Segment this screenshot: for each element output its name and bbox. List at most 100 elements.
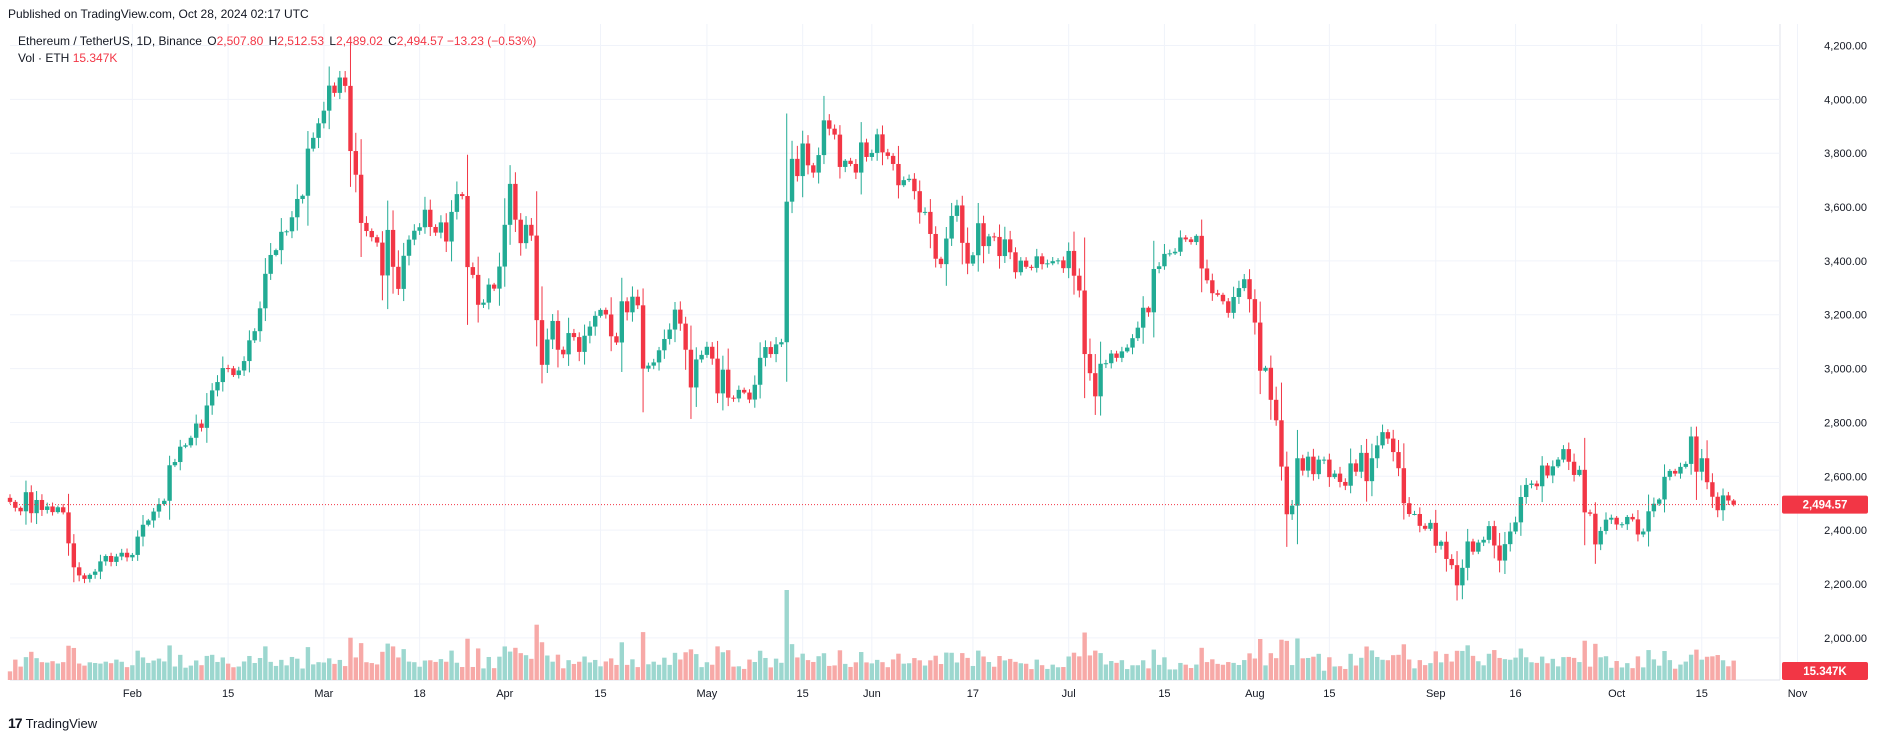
candle-body: [1657, 499, 1662, 504]
volume-bar: [1167, 669, 1172, 680]
volume-bar: [433, 661, 438, 680]
candle-body: [1199, 235, 1204, 269]
candle-body: [13, 501, 18, 508]
candle-body: [1151, 268, 1156, 313]
x-tick-label: Jun: [863, 688, 881, 700]
candle-body: [1305, 456, 1311, 471]
candle-body: [481, 302, 486, 305]
candle-body: [539, 320, 545, 365]
candle-body: [1486, 526, 1492, 540]
volume-bar: [1252, 658, 1258, 680]
volume-bar: [901, 663, 906, 680]
volume-bar: [1210, 659, 1215, 680]
volume-bar: [7, 671, 13, 680]
volume-bar: [922, 665, 928, 680]
open-label: O: [207, 34, 217, 48]
volume-bar: [1529, 662, 1534, 680]
volume-bar: [1375, 656, 1380, 680]
volume-bar: [353, 657, 358, 680]
candle-body: [545, 339, 550, 365]
x-tick-label: Mar: [314, 688, 333, 700]
candle-body: [1470, 541, 1476, 552]
candle-body: [869, 152, 875, 157]
candle-body: [1140, 307, 1146, 328]
candle-body: [710, 346, 715, 359]
volume-bar: [390, 646, 396, 680]
volume-bar: [1428, 663, 1433, 680]
volume-bar: [550, 661, 555, 680]
close-value: 2,494.57: [396, 34, 444, 48]
x-tick-label: 15: [1696, 688, 1708, 700]
candle-body: [752, 384, 757, 400]
volume-bar: [646, 664, 651, 680]
volume-bar: [1300, 658, 1305, 680]
volume-bar: [1273, 658, 1279, 680]
candle-body: [699, 354, 704, 360]
last-price-badge: [1782, 495, 1868, 514]
candle-body: [1103, 363, 1109, 365]
candle-body: [103, 555, 108, 562]
volume-bar: [1226, 662, 1231, 680]
candle-body: [901, 180, 906, 186]
volume-bar: [853, 662, 859, 680]
volume-bar: [593, 659, 598, 680]
volume-bar: [1082, 632, 1087, 680]
volume-bar: [970, 665, 976, 680]
candle-body: [1273, 399, 1279, 421]
candle-body: [178, 446, 183, 463]
candle-body: [247, 340, 252, 362]
volume-bar: [332, 663, 337, 680]
candle-body: [789, 158, 795, 202]
candle-body: [805, 143, 811, 166]
volume-bar: [1502, 659, 1508, 680]
volume-bar: [885, 667, 890, 680]
candle-body: [593, 315, 598, 327]
volume-bar: [156, 658, 162, 680]
tradingview-brand[interactable]: 17 TradingView: [8, 715, 97, 731]
candle-body: [332, 85, 337, 93]
candle-body: [1550, 466, 1555, 476]
volume-bar: [1359, 657, 1364, 680]
y-tick-label: 3,800.00: [1824, 148, 1867, 160]
candle-body: [720, 369, 726, 394]
candle-body: [279, 231, 284, 251]
candle-body: [1321, 459, 1327, 461]
candle-body: [358, 174, 364, 223]
candle-body: [1704, 458, 1710, 483]
volume-bar: [821, 653, 827, 680]
volume-bar: [172, 666, 178, 680]
candle-body: [1449, 558, 1454, 566]
candle-body: [694, 359, 699, 388]
low-label: L: [329, 34, 337, 48]
volume-bar: [635, 667, 640, 680]
x-tick-label: Jul: [1062, 688, 1076, 700]
volume-bar: [1651, 659, 1657, 680]
volume-bar: [912, 658, 917, 680]
volume-bar: [82, 665, 87, 680]
change-value: −13.23 (−0.53%): [446, 34, 537, 48]
candle-body: [651, 362, 656, 366]
candle-body: [976, 223, 981, 256]
volume-bar: [1508, 659, 1513, 680]
candle-body: [1007, 239, 1013, 253]
candle-body: [87, 574, 92, 579]
tradingview-logo-icon: 17: [8, 715, 23, 731]
volume-bar: [1332, 666, 1337, 680]
candle-body: [374, 237, 380, 243]
candle-body: [1428, 522, 1433, 529]
volume-bar: [1406, 659, 1412, 680]
candle-body: [736, 389, 742, 399]
volume-bar: [1710, 656, 1715, 680]
x-tick-label: 15: [1158, 688, 1170, 700]
candle-body: [406, 239, 412, 256]
volume-bar: [1316, 653, 1321, 680]
candle-body: [1061, 260, 1066, 269]
candle-body: [1172, 251, 1178, 254]
candle-body: [1252, 299, 1258, 323]
candle-body: [678, 309, 683, 324]
y-tick-label: 2,400.00: [1824, 525, 1867, 537]
candle-body: [773, 344, 779, 355]
volume-bar: [694, 654, 699, 680]
volume-bar: [342, 666, 348, 680]
